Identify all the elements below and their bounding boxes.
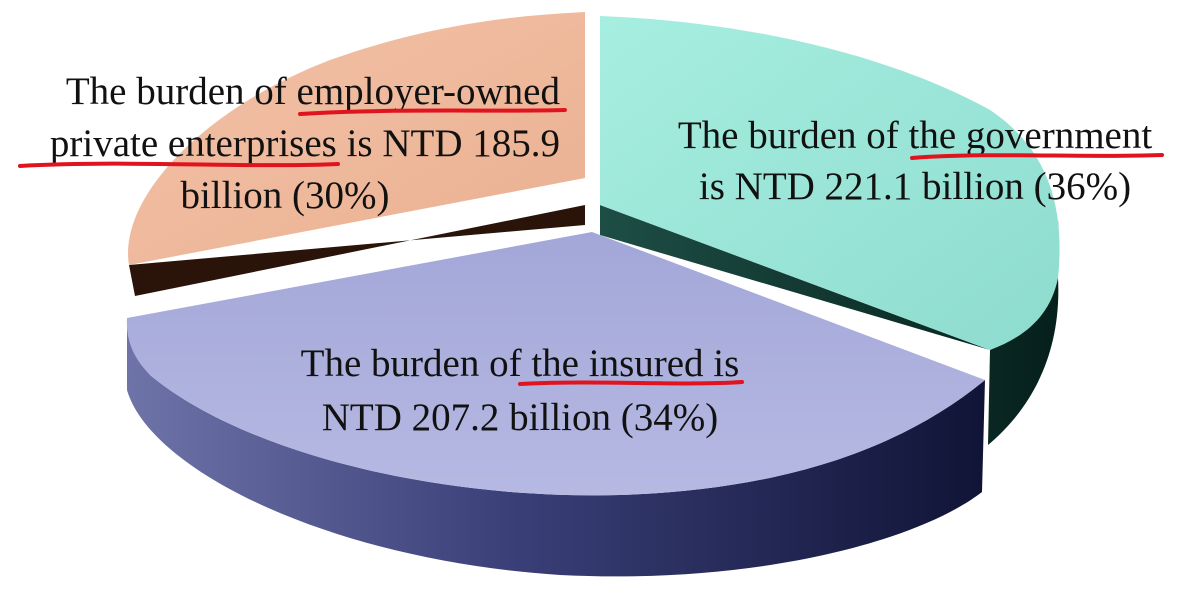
label-employer-line-1: The burden of employer-owned [66, 70, 561, 113]
slice-government-side [600, 205, 1059, 445]
slice-government-top [600, 16, 1060, 350]
underline-the-insured [518, 380, 744, 386]
underline-private-enterprises [18, 161, 340, 168]
label-employer: The burden of employer-owned private ent… [18, 70, 567, 217]
underline-the-government [910, 153, 1164, 160]
label-insured-line-1: The burden of the insured is [301, 342, 740, 385]
label-government: The burden of the government is NTD 221.… [678, 114, 1164, 208]
label-employer-line-3: billion (30%) [180, 174, 389, 217]
slice-employer [128, 12, 585, 296]
slice-government [600, 16, 1060, 445]
label-insured-line-2: NTD 207.2 billion (34%) [322, 396, 718, 439]
underline-employer-owned [298, 108, 567, 116]
slice-employer-side [129, 178, 585, 296]
label-government-line-2: is NTD 221.1 billion (36%) [699, 165, 1131, 208]
label-government-line-1: The burden of the government [678, 114, 1153, 157]
slice-employer-top [128, 12, 585, 265]
label-insured: The burden of the insured is NTD 207.2 b… [301, 342, 744, 439]
slice-insured-top [126, 232, 986, 496]
label-employer-line-2: private enterprises is NTD 185.9 [50, 122, 560, 165]
slice-insured-side [127, 318, 985, 577]
slice-insured [126, 232, 986, 577]
